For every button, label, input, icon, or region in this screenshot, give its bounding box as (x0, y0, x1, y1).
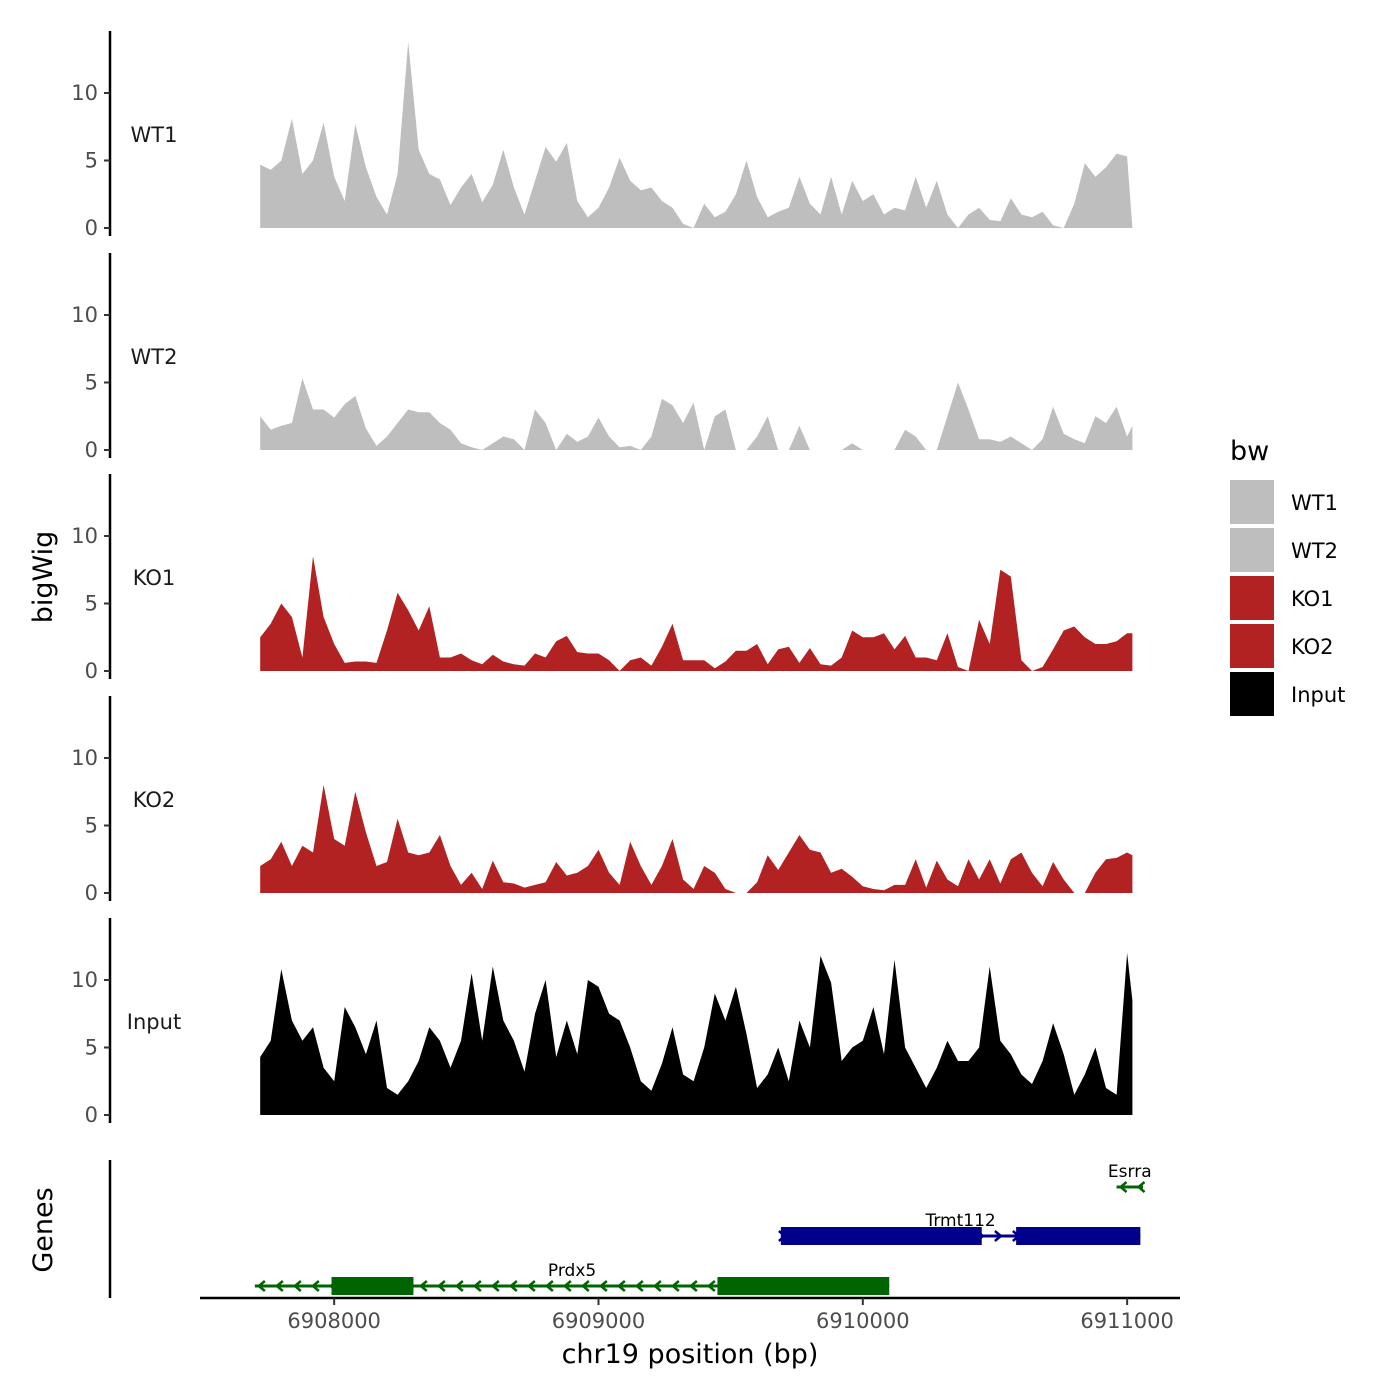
strand-arrow (310, 1280, 320, 1292)
strand-arrow (454, 1280, 464, 1292)
gene-label: Trmt112 (924, 1211, 995, 1231)
track-label-wt2: WT2 (131, 345, 178, 369)
strand-arrow (562, 1280, 572, 1292)
y-tick-label: 5 (85, 371, 98, 395)
track-input: 0 5 10 Input (71, 918, 1133, 1127)
coverage-area-wt1 (260, 41, 1133, 229)
track-label-ko1: KO1 (133, 566, 176, 590)
y-tick-label: 0 (85, 1103, 98, 1127)
y-tick-label: 10 (71, 524, 98, 548)
track-label-ko2: KO2 (133, 788, 176, 812)
legend-swatch (1230, 624, 1274, 668)
y-axis-title: bigWig (28, 531, 59, 624)
strand-arrow (436, 1280, 446, 1292)
legend-swatch (1230, 480, 1274, 524)
y-tick-label: 5 (85, 814, 98, 838)
legend-swatch (1230, 528, 1274, 572)
coverage-area-input (260, 953, 1133, 1115)
x-axis: 6908000 6909000 6910000 6911000 (200, 1296, 1180, 1333)
gene-track: Prdx5 Trmt112 Esrra (108, 1160, 1152, 1298)
legend-label: KO1 (1291, 587, 1334, 611)
coverage-area-ko2 (260, 785, 1133, 893)
x-tick-label: 6910000 (816, 1309, 910, 1333)
strand-arrow (256, 1280, 266, 1292)
y-tick-label: 10 (71, 746, 98, 770)
legend: bw WT1 WT2 KO1 KO2 Input (1230, 436, 1345, 716)
legend-label: KO2 (1291, 635, 1334, 659)
legend-item-wt2: WT2 (1230, 528, 1338, 572)
track-ko1: 0 5 10 KO1 (71, 474, 1133, 683)
gene-trmt112: Trmt112 (778, 1211, 1141, 1245)
strand-arrow (490, 1280, 500, 1292)
track-wt2: 0 5 10 WT2 (71, 253, 1133, 462)
gene-exon (717, 1277, 890, 1295)
signal-tracks: 0 5 10 WT1 0 5 10 WT2 0 5 10 KO1 0 5 10 KO2 0 5 10 Input (71, 31, 1133, 1127)
strand-arrow (1118, 1181, 1128, 1193)
legend-swatch (1230, 576, 1274, 620)
strand-arrow (1136, 1181, 1146, 1193)
coverage-area-ko1 (260, 556, 1133, 671)
gene-label: Esrra (1108, 1162, 1152, 1182)
strand-arrow (526, 1280, 536, 1292)
strand-arrow (274, 1280, 284, 1292)
gene-exon (1016, 1227, 1141, 1245)
y-tick-label: 0 (85, 438, 98, 462)
legend-item-ko1: KO1 (1230, 576, 1334, 620)
y-tick-label: 10 (71, 968, 98, 992)
strand-arrow (292, 1280, 302, 1292)
gene-exon (331, 1277, 414, 1295)
x-axis-title: chr19 position (bp) (562, 1339, 819, 1370)
coverage-area-wt2 (260, 378, 1133, 450)
strand-arrow (652, 1280, 662, 1292)
y-tick-label: 0 (85, 881, 98, 905)
strand-arrow (670, 1280, 680, 1292)
legend-label: WT2 (1291, 539, 1338, 563)
legend-label: WT1 (1291, 491, 1338, 515)
y-tick-label: 10 (71, 303, 98, 327)
track-ko2: 0 5 10 KO2 (71, 696, 1133, 905)
gene-esrra: Esrra (1108, 1162, 1152, 1193)
strand-arrow (688, 1280, 698, 1292)
strand-arrow (418, 1280, 428, 1292)
legend-item-ko2: KO2 (1230, 624, 1334, 668)
y-tick-label: 0 (85, 216, 98, 240)
strand-arrow (544, 1280, 554, 1292)
y-tick-label: 5 (85, 592, 98, 616)
strand-arrow (580, 1280, 590, 1292)
genes-axis-title: Genes (28, 1187, 59, 1272)
legend-swatch (1230, 672, 1274, 716)
strand-arrow (598, 1280, 608, 1292)
strand-arrow (472, 1280, 482, 1292)
strand-arrow (994, 1230, 1003, 1242)
strand-arrow (634, 1280, 644, 1292)
strand-arrow (616, 1280, 626, 1292)
y-tick-label: 5 (85, 149, 98, 173)
gene-prdx5: Prdx5 (254, 1261, 890, 1295)
x-tick-label: 6908000 (287, 1309, 381, 1333)
y-tick-label: 10 (71, 81, 98, 105)
x-tick-label: 6909000 (552, 1309, 646, 1333)
legend-label: Input (1291, 683, 1345, 707)
gene-exon (780, 1227, 982, 1245)
strand-arrow (706, 1280, 716, 1292)
gene-label: Prdx5 (548, 1261, 596, 1281)
track-wt1: 0 5 10 WT1 (71, 31, 1133, 240)
y-tick-label: 0 (85, 659, 98, 683)
legend-title: bw (1230, 436, 1269, 467)
track-label-wt1: WT1 (131, 123, 178, 147)
track-label-input: Input (127, 1010, 181, 1034)
strand-arrow (508, 1280, 518, 1292)
x-tick-label: 6911000 (1080, 1309, 1174, 1333)
legend-item-input: Input (1230, 672, 1345, 716)
y-tick-label: 5 (85, 1036, 98, 1060)
legend-item-wt1: WT1 (1230, 480, 1338, 524)
